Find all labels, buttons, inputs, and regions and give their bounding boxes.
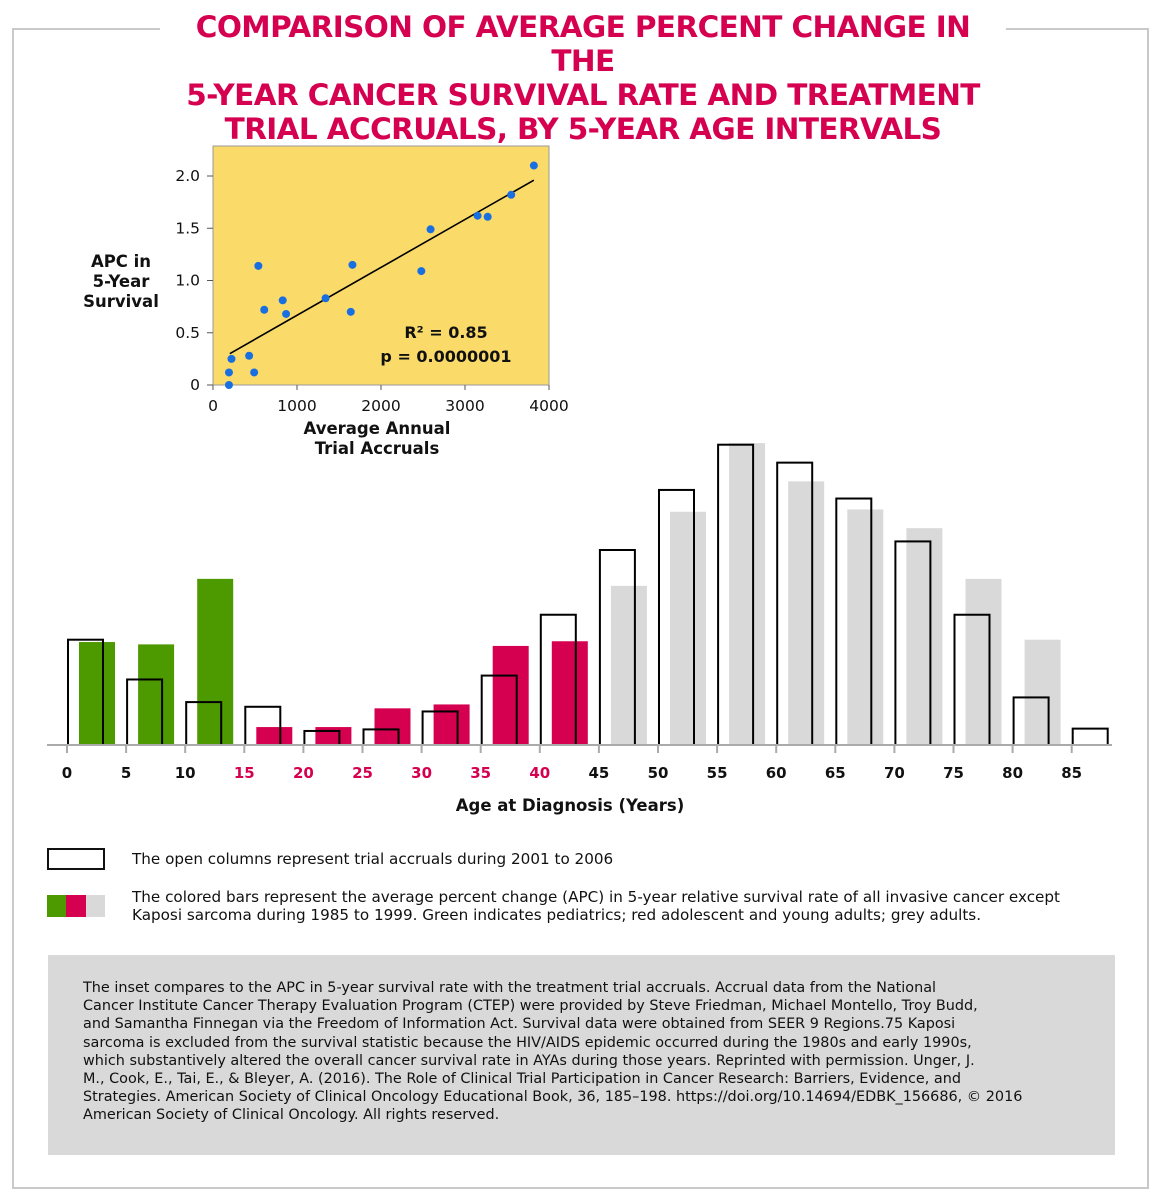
inset-y-tick-label-0: 0 [190,376,200,394]
main-bar-chart [67,443,1109,747]
inset-scatter-plot: 0 0.5 1.0 1.5 2.0 0 1000 2000 3000 4000 R² = 0.85 p… [83,145,569,458]
colored-bar-45 [610,585,647,745]
inset-point-4 [250,368,259,377]
source-note-box: The inset compares to the APC in 5-year … [48,955,1115,1155]
inset-point-17 [529,161,538,170]
inset-point-2 [227,354,236,363]
inset-point-16 [507,190,516,199]
main-tick-label-85: 85 [1061,764,1082,782]
note-line-2: Cancer Institute Cancer Therapy Evaluati… [83,998,978,1015]
main-tick-label-15: 15 [234,764,255,782]
colored-bar-5 [138,644,175,745]
inset-y-axis-label-line-3: Survival [83,292,159,311]
main-tick-label-5: 5 [121,764,131,782]
colored-bar-50 [670,511,706,745]
note-line-4: sarcoma is excluded from the survival st… [83,1034,972,1051]
main-tick-label-40: 40 [529,764,550,782]
legend-open-text: The open columns represent trial accrual… [132,850,614,868]
legend-swatch-red [66,895,86,917]
main-tick-label-80: 80 [1002,764,1023,782]
inset-y-tick-label-0.5: 0.5 [175,324,200,342]
legend-open-column-swatch [47,848,105,870]
note-line-8: American Society of Clinical Oncology. A… [83,1107,500,1124]
note-line-1: The inset compares to the APC in 5-year … [83,980,937,996]
main-tick-label-10: 10 [175,764,196,782]
colored-bar-15 [256,727,293,745]
colored-bar-40 [551,641,588,745]
main-tick-label-50: 50 [648,764,669,782]
colored-bar-75 [965,578,1002,745]
inset-point-10 [346,307,355,316]
inset-y-tick-label-1.0: 1.0 [175,272,200,290]
colored-bar-55 [729,443,766,745]
figure-title: COMPARISON OF AVERAGE PERCENT CHANGE IN … [186,10,980,146]
colored-bar-25 [374,708,411,745]
inset-x-tick-label-2000: 2000 [361,397,400,415]
colored-bar-80 [1024,639,1061,745]
main-tick-label-60: 60 [766,764,787,782]
main-tick-label-0: 0 [62,764,72,782]
colored-bar-60 [788,481,825,745]
colored-bar-20 [315,727,352,745]
inset-point-14 [473,211,482,220]
open-column-85 [1071,727,1109,746]
inset-point-12 [417,267,426,276]
legend-colored-text-line1: The colored bars represent the average p… [132,888,1060,906]
inset-y-tick-label-2.0: 2.0 [175,167,200,185]
inset-x-tick-label-1000: 1000 [277,397,316,415]
main-tick-label-45: 45 [588,764,609,782]
colored-bar-0 [79,642,115,745]
inset-x-tick-label-0: 0 [208,397,218,415]
colored-bar-70 [906,528,943,745]
inset-point-7 [278,296,287,305]
inset-fit-line [229,179,535,355]
main-x-axis-label: Age at Diagnosis (Years) [456,796,685,815]
note-line-5: which substantively altered the overall … [83,1052,975,1069]
inset-point-11 [348,260,357,269]
inset-y-tick-label-1.5: 1.5 [175,219,200,237]
inset-x-tick-label-4000: 4000 [529,397,568,415]
inset-point-9 [321,294,330,303]
note-line-7: Strategies. American Society of Clinical… [83,1089,1023,1106]
main-tick-label-25: 25 [352,764,373,782]
title-background [160,8,1006,100]
main-tick-label-30: 30 [411,764,432,782]
legend-colored-bar-swatch [47,895,105,917]
inset-x-tick-label-3000: 3000 [445,397,484,415]
note-line-3: and Samantha Finnegan via the Freedom of… [83,1016,956,1033]
inset-x-axis-label-line-1: Average Annual [304,419,451,438]
inset-point-1 [224,368,233,377]
colored-bar-35 [492,645,529,745]
inset-y-axis-label-line-1: APC in [91,252,151,271]
colored-bar-65 [847,509,884,745]
main-tick-label-20: 20 [293,764,314,782]
inset-point-3 [245,351,254,360]
main-tick-label-75: 75 [943,764,964,782]
legend-swatch-grey [85,895,105,917]
inset-point-15 [483,212,492,221]
inset-p-annotation: p = 0.0000001 [380,347,511,366]
inset-r2-annotation: R² = 0.85 [404,323,487,342]
inset-point-5 [254,261,263,270]
inset-point-6 [260,305,269,314]
inset-point-8 [282,309,291,318]
inset-point-0 [224,381,233,389]
inset-point-13 [426,225,435,234]
legend-swatch-green [47,895,67,917]
note-line-6: M., Cook, E., Tai, E., & Bleyer, A. (201… [83,1071,961,1088]
legend-colored-text-line2: Kaposi sarcoma during 1985 to 1999. Gree… [132,906,982,924]
main-tick-label-55: 55 [707,764,728,782]
main-tick-label-65: 65 [825,764,846,782]
inset-y-axis-label-line-2: 5-Year [93,272,151,291]
main-tick-label-70: 70 [884,764,905,782]
main-x-axis: 0 5 10 15 20 25 30 35 40 45 50 55 60 65 70 75 80 85 [47,744,1112,782]
colored-bar-10 [197,578,234,745]
inset-x-axis-label-line-2: Trial Accruals [315,439,440,458]
inset-plot-area [212,145,550,386]
main-tick-label-35: 35 [470,764,491,782]
